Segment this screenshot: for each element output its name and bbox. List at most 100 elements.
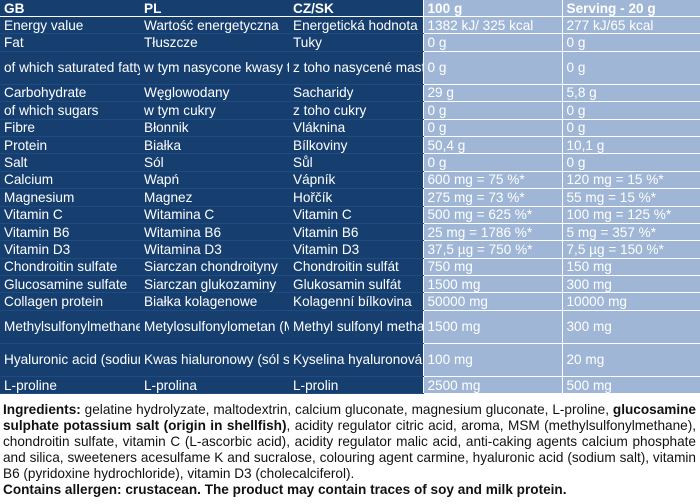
cell-per-100g: 275 mg = 73 %* (422, 188, 562, 207)
cell-czsk: Vitamin D3 (289, 240, 423, 259)
table-row: Carbohydrate Węglowodany Sacharidy 29 g 5,8 … (0, 84, 700, 103)
cell-per-100g: 0 g (422, 101, 562, 120)
cell-czsk: L-prolin (289, 376, 423, 395)
cell-gb: L-proline (0, 376, 140, 395)
cell-pl: Witamina B6 (140, 223, 289, 242)
cell-per-100g: 0 g (422, 33, 562, 52)
cell-pl: Białka kolagenowe (140, 292, 289, 311)
cell-per-100g: 29 g (422, 84, 562, 103)
cell-pl: Siarczan chondroityny (140, 258, 289, 277)
cell-gb: Vitamin B6 (0, 223, 140, 242)
cell-gb: of which sugars (0, 101, 140, 120)
cell-gb: Methylsulfonylmethane (MSM) (0, 310, 140, 344)
cell-per-serving: 0 g (561, 33, 700, 52)
cell-per-serving: 120 mg = 15 %* (561, 171, 700, 190)
cell-czsk: Tuky (289, 33, 423, 52)
cell-czsk: Kyselina hyaluronová (sodná sůl) (289, 343, 423, 377)
cell-per-100g: 0 g (422, 153, 562, 172)
cell-per-100g: 50000 mg (422, 292, 562, 311)
cell-pl: Sól (140, 153, 289, 172)
cell-czsk: Vláknina (289, 119, 423, 137)
cell-per-serving: 20 mg (561, 343, 700, 377)
cell-gb: Protein (0, 136, 140, 155)
cell-per-serving: 100 mg = 125 %* (561, 206, 700, 224)
cell-gb: Collagen protein (0, 292, 140, 311)
cell-gb: Salt (0, 153, 140, 172)
cell-pl: Magnez (140, 188, 289, 207)
header-serving: Serving - 20 g (561, 0, 700, 17)
cell-pl: Białka (140, 136, 289, 155)
cell-gb: Fibre (0, 119, 140, 137)
cell-gb: Calcium (0, 171, 140, 190)
cell-per-100g: 50,4 g (422, 136, 562, 155)
cell-pl: w tym nasycone kwasy tłuszczowe (140, 51, 289, 85)
cell-gb: Magnesium (0, 188, 140, 207)
header-gb: GB (0, 0, 140, 17)
cell-per-serving: 300 mg (561, 275, 700, 294)
cell-czsk: Hořčík (289, 188, 423, 207)
cell-czsk: Glukosamin sulfát (289, 275, 423, 294)
cell-per-100g: 25 mg = 1786 %* (422, 223, 562, 242)
table-row: Methylsulfonylmethane (MSM)Metylosulfony… (0, 310, 700, 344)
nutrition-table: GB PL CZ/SK 100 g Serving - 20 g Energy … (0, 0, 700, 395)
cell-per-serving: 0 g (561, 51, 700, 85)
cell-per-100g: 750 mg (422, 258, 562, 277)
table-row: of which sugars w tym cukry z toho cukry… (0, 101, 700, 120)
cell-pl: Witamina C (140, 206, 289, 224)
ingredients-label: Ingredients: (3, 402, 81, 417)
cell-per-100g: 1382 kJ/ 325 kcal (422, 16, 562, 35)
table-row: Collagen protein Białka kolagenowe Kolagen… (0, 292, 700, 311)
cell-per-100g: 600 mg = 75 %* (422, 171, 562, 190)
cell-per-serving: 55 mg = 15 %* (561, 188, 700, 207)
cell-czsk: Chondroitin sulfát (289, 258, 423, 277)
cell-pl: Wapń (140, 171, 289, 190)
table-row: Protein Białka Bílkoviny 50,4 g 10,1 g (0, 136, 700, 155)
cell-per-100g: 2500 mg (422, 376, 562, 395)
cell-pl: w tym cukry (140, 101, 289, 120)
table-row: Glucosamine sulfate Siarczan glukozaminy G… (0, 275, 700, 294)
cell-czsk: Methyl sulfonyl methan (MSM) (289, 310, 423, 344)
cell-pl: Tłuszcze (140, 33, 289, 52)
ingredients-text: Ingredients: gelatine hydrolyzate, malto… (3, 402, 696, 498)
cell-pl: Siarczan glukozaminy (140, 275, 289, 294)
cell-pl: Kwas hialuronowy (sól sodowa) (140, 343, 289, 377)
cell-gb: Vitamin C (0, 206, 140, 224)
header-pl: PL (140, 0, 289, 17)
header-czsk: CZ/SK (289, 0, 423, 17)
cell-czsk: Kolagenní bílkovina (289, 292, 423, 311)
table-row: Calcium Wapń Vápník 600 mg = 75 %* 120 mg = … (0, 171, 700, 190)
cell-pl: L-prolina (140, 376, 289, 395)
cell-gb: of which saturated fatty acids (0, 51, 140, 85)
table-row: Magnesium Magnez Hořčík 275 mg = 73 %* 55 mg… (0, 188, 700, 207)
header-100g: 100 g (422, 0, 562, 17)
cell-per-serving: 500 mg (561, 376, 700, 395)
cell-per-100g: 37,5 µg = 750 %* (422, 240, 562, 259)
table-row: Energy value Wartość energetyczna Energeti… (0, 16, 700, 35)
table-header-row: GB PL CZ/SK 100 g Serving - 20 g (0, 0, 700, 17)
cell-gb: Energy value (0, 16, 140, 35)
table-row: Vitamin C Witamina C Vitamin C 500 mg = 625… (0, 206, 700, 224)
cell-czsk: Vápník (289, 171, 423, 190)
cell-per-serving: 0 g (561, 153, 700, 172)
cell-per-serving: 7,5 µg = 150 %* (561, 240, 700, 259)
cell-per-serving: 0 g (561, 119, 700, 137)
ingredients-section: Ingredients: gelatine hydrolyzate, malto… (0, 400, 700, 504)
cell-gb: Glucosamine sulfate (0, 275, 140, 294)
ingredients-list-part2: , acidity regulator citric acid, aroma, … (3, 418, 697, 481)
table-row: Vitamin D3 Witamina D3 Vitamin D3 37,5 µg =… (0, 240, 700, 259)
cell-pl: Węglowodany (140, 84, 289, 103)
table-row: Hyaluronic acid (sodium salt)Kwas hialur… (0, 343, 700, 377)
cell-per-100g: 0 g (422, 51, 562, 85)
cell-czsk: Energetická hodnota (289, 16, 423, 35)
cell-per-serving: 5,8 g (561, 84, 700, 103)
table-row: of which saturated fatty acids w tym nas… (0, 51, 700, 85)
cell-per-serving: 10,1 g (561, 136, 700, 155)
cell-pl: Wartość energetyczna (140, 16, 289, 35)
cell-per-serving: 300 mg (561, 310, 700, 344)
cell-per-serving: 10000 mg (561, 292, 700, 311)
cell-per-100g: 0 g (422, 119, 562, 137)
cell-pl: Witamina D3 (140, 240, 289, 259)
